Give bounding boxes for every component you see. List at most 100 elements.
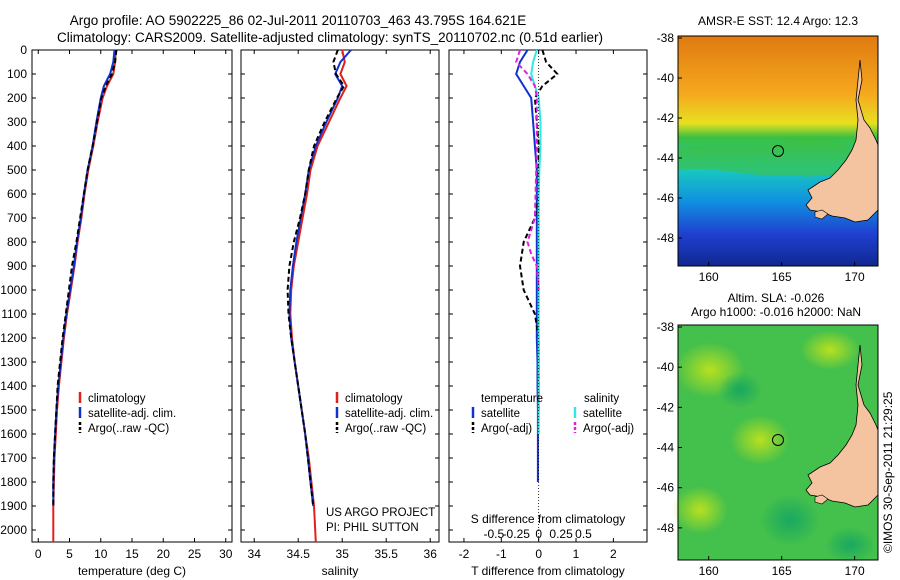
- diff-legend-sal-title: salinity: [584, 393, 619, 405]
- land-south-island: [805, 344, 879, 508]
- depth-tick-label: 1800: [0, 475, 27, 489]
- difference-top-axis-label: S difference from climatology: [471, 512, 626, 526]
- sla-low-anomaly: [718, 372, 762, 408]
- sal-legend-satellite: satellite-adj. clim.: [345, 408, 433, 420]
- lat-tick-label: -42: [657, 400, 675, 414]
- temperature-x-tick-label: 15: [125, 547, 139, 561]
- temperature-series: [52, 49, 118, 542]
- difference-x-tick-label: -2: [459, 547, 470, 561]
- depth-tick-label: 1700: [0, 451, 27, 465]
- salinity-legend: climatology satellite-adj. clim. Argo(..…: [326, 392, 435, 534]
- depth-tick-label: 100: [7, 67, 27, 81]
- sla-high-anomaly: [672, 486, 728, 534]
- lat-tick-label: -44: [657, 151, 675, 165]
- lon-tick-label: 160: [699, 564, 719, 578]
- lon-tick-label: 170: [845, 564, 865, 578]
- land-stewart-island: [814, 494, 829, 505]
- depth-tick-label: 200: [7, 91, 27, 105]
- salinity-x-tick-label: 34: [248, 547, 262, 561]
- difference-x-tick-label: 0: [535, 547, 542, 561]
- lat-tick-label: -46: [657, 191, 675, 205]
- sst-map-frame: [677, 35, 879, 267]
- land-stewart-island: [814, 209, 829, 220]
- temp-legend-climatology: climatology: [88, 393, 146, 405]
- sla-map-title2: Argo h1000: -0.016 h2000: NaN: [691, 305, 861, 319]
- temperature-x-tick-label: 5: [66, 547, 73, 561]
- sla-high-anomaly: [800, 330, 860, 370]
- temperature-x-tick-label: 0: [35, 547, 42, 561]
- project-note: US ARGO PROJECT: [326, 507, 435, 519]
- temperature-x-tick-label: 30: [219, 547, 233, 561]
- salinity-x-axis: 34 34.5 35 35.5 36: [248, 50, 438, 561]
- temperature-legend: climatology satellite-adj. clim. Argo(..…: [78, 392, 176, 435]
- lon-tick-label: 165: [772, 270, 792, 284]
- s-difference-tick-label: -0.5: [483, 527, 504, 541]
- sst-map: [677, 35, 879, 267]
- depth-tick-label: 700: [7, 211, 27, 225]
- lat-tick-label: -46: [657, 481, 675, 495]
- depth-tick-label: 500: [7, 163, 27, 177]
- s-difference-tick-label: 0.25: [549, 527, 573, 541]
- depth-axis: 0 100 200 300 400 500 600 700 800 900 1000 1100 1200…: [0, 43, 647, 537]
- series-line-argo-raw-qc-: [52, 49, 118, 506]
- lat-tick-label: -40: [657, 360, 675, 374]
- depth-tick-label: 300: [7, 115, 27, 129]
- salinity-x-tick-label: 34.5: [287, 547, 311, 561]
- depth-tick-label: 800: [7, 235, 27, 249]
- temp-legend-argo: Argo(..raw -QC): [88, 423, 169, 435]
- sst-map-ticks: -38 -40 -42 -44 -46 -48 160 165 170: [657, 31, 865, 284]
- sal-legend-argo: Argo(..raw -QC): [345, 423, 426, 435]
- temp-legend-satellite: satellite-adj. clim.: [88, 408, 176, 420]
- difference-x-tick-label: -1: [496, 547, 507, 561]
- lat-tick-label: -38: [657, 31, 675, 45]
- diff-legend-sal-satellite: satellite: [583, 408, 622, 420]
- temperature-x-tick-label: 20: [157, 547, 171, 561]
- diff-legend-temp-title: temperature: [481, 393, 543, 405]
- lon-tick-label: 160: [699, 270, 719, 284]
- lon-tick-label: 165: [772, 564, 792, 578]
- difference-panel-frame: [448, 49, 648, 543]
- difference-x-tick-label: 2: [610, 547, 617, 561]
- land-south-island: [805, 59, 879, 223]
- depth-tick-label: 1600: [0, 427, 27, 441]
- sla-map-frame: [677, 324, 879, 561]
- temperature-x-tick-label: 10: [94, 547, 108, 561]
- temperature-x-axis: 0 5 10 15 20 25 30: [35, 50, 233, 561]
- lat-tick-label: -38: [657, 320, 675, 334]
- series-line-salinity-argo-adj-: [515, 49, 540, 291]
- difference-x-axis: -2 -1 0 1 2-0.5-0.25 0 0.25 0.5: [459, 50, 617, 561]
- diff-legend-temp-argo: Argo(-adj): [481, 423, 532, 435]
- depth-tick-label: 0: [20, 43, 27, 57]
- depth-tick-label: 1500: [0, 403, 27, 417]
- lat-tick-label: -44: [657, 441, 675, 455]
- lat-tick-label: -48: [657, 521, 675, 535]
- depth-tick-label: 1000: [0, 283, 27, 297]
- sla-low-anomaly: [760, 494, 820, 546]
- depth-tick-label: 1200: [0, 331, 27, 345]
- lat-tick-label: -42: [657, 111, 675, 125]
- sst-map-title: AMSR-E SST: 12.4 Argo: 12.3: [698, 14, 858, 28]
- salinity-x-tick-label: 36: [424, 547, 438, 561]
- salinity-series: [286, 49, 352, 543]
- title-line1: Argo profile: AO 5902225_86 02-Jul-2011 …: [70, 13, 527, 28]
- depth-tick-label: 2000: [0, 523, 27, 537]
- depth-tick-label: 1100: [1, 307, 27, 321]
- depth-tick-label: 400: [7, 139, 27, 153]
- salinity-xlabel: salinity: [322, 564, 359, 578]
- diff-legend-temp-satellite: satellite: [481, 408, 520, 420]
- title-line2: Climatology: CARS2009. Satellite-adjuste…: [57, 30, 603, 45]
- temperature-x-tick-label: 25: [188, 547, 202, 561]
- salinity-x-tick-label: 35.5: [375, 547, 399, 561]
- depth-tick-label: 900: [7, 259, 27, 273]
- sla-low-anomaly: [825, 527, 875, 563]
- series-line-argo-raw-qc-: [286, 49, 346, 507]
- difference-series: [515, 49, 559, 542]
- s-difference-tick-label: -0.25: [503, 527, 531, 541]
- temperature-xlabel: temperature (deg C): [78, 564, 186, 578]
- sla-map: [672, 324, 879, 563]
- diff-legend-sal-argo: Argo(-adj): [583, 423, 634, 435]
- lon-tick-label: 170: [845, 270, 865, 284]
- pi-note: PI: PHIL SUTTON: [326, 522, 419, 534]
- lat-tick-label: -40: [657, 71, 675, 85]
